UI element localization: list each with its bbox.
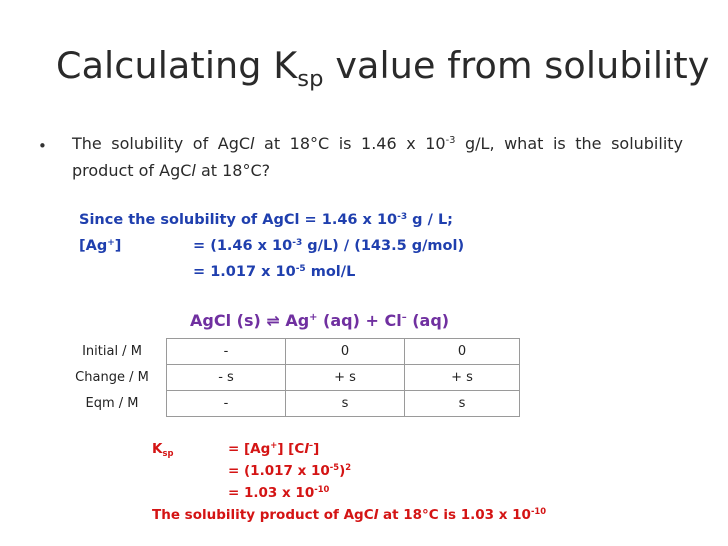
working-line-2-label: [Ag+] bbox=[79, 237, 122, 254]
working-line-2: = (1.46 x 10-3 g/L) / (143.5 g/mol) bbox=[193, 237, 465, 254]
working-line-3: = 1.017 x 10-5 mol/L bbox=[193, 263, 356, 280]
table-row: Change / M - s + s + s bbox=[58, 364, 520, 391]
ksp-conclusion: The solubility product of AgCl at 18°C i… bbox=[152, 505, 547, 523]
table-cell: + s bbox=[285, 364, 405, 391]
row-label: Change / M bbox=[75, 370, 149, 385]
table-cell: - bbox=[166, 390, 286, 417]
ice-table: Initial / M - 0 0 Change / M - s + s + s… bbox=[58, 338, 520, 417]
table-row: Eqm / M - s s bbox=[58, 390, 520, 417]
table-cell: - s bbox=[166, 364, 286, 391]
ksp-symbol: Ksp bbox=[152, 441, 174, 458]
table-row: Initial / M - 0 0 bbox=[58, 338, 520, 365]
table-cell: s bbox=[285, 390, 405, 417]
ksp-line-2: = (1.017 x 10-5)2 bbox=[228, 461, 352, 479]
slide-title: Calculating Ksp value from solubility bbox=[56, 44, 710, 92]
table-cell: 0 bbox=[404, 338, 520, 365]
title-subscript: sp bbox=[297, 65, 324, 92]
table-cell: s bbox=[404, 390, 520, 417]
table-cell: 0 bbox=[285, 338, 405, 365]
table-cell: - bbox=[166, 338, 286, 365]
bullet-icon: • bbox=[38, 137, 47, 155]
equilibrium-equation: AgCl (s) ⇌ Ag+ (aq) + Cl– (aq) bbox=[190, 311, 450, 330]
row-label: Eqm / M bbox=[85, 396, 139, 411]
table-cell: + s bbox=[404, 364, 520, 391]
ksp-line-3: = 1.03 x 10-10 bbox=[228, 483, 330, 501]
row-label: Initial / M bbox=[82, 344, 142, 359]
question-text: The solubility of AgCl at 18°C is 1.46 x… bbox=[72, 134, 684, 180]
ksp-line-1: = [Ag+] [Cl–] bbox=[228, 439, 320, 457]
working-line-1: Since the solubility of AgCl = 1.46 x 10… bbox=[79, 211, 453, 228]
